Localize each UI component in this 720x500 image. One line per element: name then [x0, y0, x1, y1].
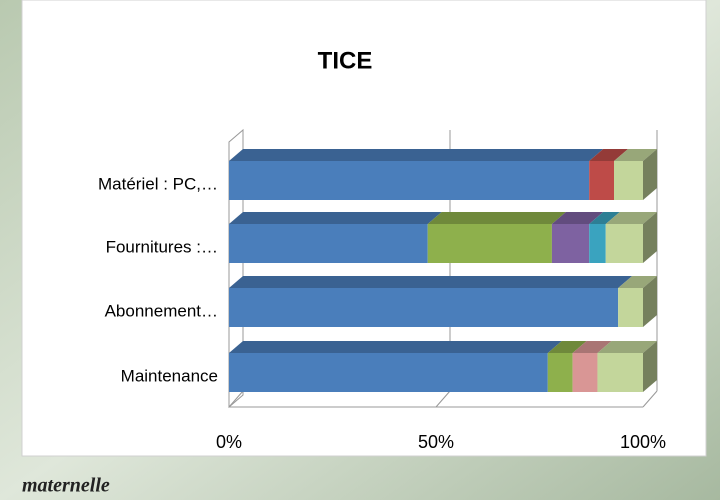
bar [229, 161, 590, 200]
bar-top [614, 149, 657, 161]
bar [597, 353, 643, 392]
x-tick-label: 100% [620, 432, 666, 452]
bar-top [229, 276, 633, 288]
bar-side [643, 341, 657, 392]
bar-top [605, 212, 657, 224]
bar [229, 224, 428, 263]
bar [547, 353, 573, 392]
bar-top [572, 341, 612, 353]
bar-top [229, 212, 442, 224]
bar-top [597, 341, 657, 353]
y-tick-label: Maintenance [121, 366, 218, 385]
bar [427, 224, 552, 263]
bar-top [589, 149, 629, 161]
y-tick-label: Abonnement… [105, 301, 218, 320]
x-tick-label: 50% [418, 432, 454, 452]
bar-side [643, 276, 657, 327]
grid-line [642, 390, 658, 408]
bar-top [229, 341, 562, 353]
bar [229, 288, 619, 327]
chart-title: TICE [318, 47, 373, 74]
bar [605, 224, 643, 263]
bar [589, 161, 615, 200]
bar [551, 224, 590, 263]
bar [618, 288, 643, 327]
bar-top [547, 341, 587, 353]
bar [229, 353, 548, 392]
bar-side [643, 149, 657, 200]
grid-line [435, 390, 451, 408]
bar [589, 224, 606, 263]
y-tick-label: Matériel : PC,… [98, 174, 218, 193]
footer-text: maternelle [22, 475, 110, 497]
grid-line [228, 390, 244, 408]
bar-top [229, 149, 604, 161]
bar-top [589, 212, 620, 224]
bar-side [643, 212, 657, 263]
x-tick-label: 0% [216, 432, 242, 452]
y-tick-label: Fournitures :… [106, 237, 218, 256]
bar-top [618, 276, 657, 288]
bar [572, 353, 598, 392]
bar-top [551, 212, 604, 224]
bar [614, 161, 643, 200]
bar-top [427, 212, 566, 224]
